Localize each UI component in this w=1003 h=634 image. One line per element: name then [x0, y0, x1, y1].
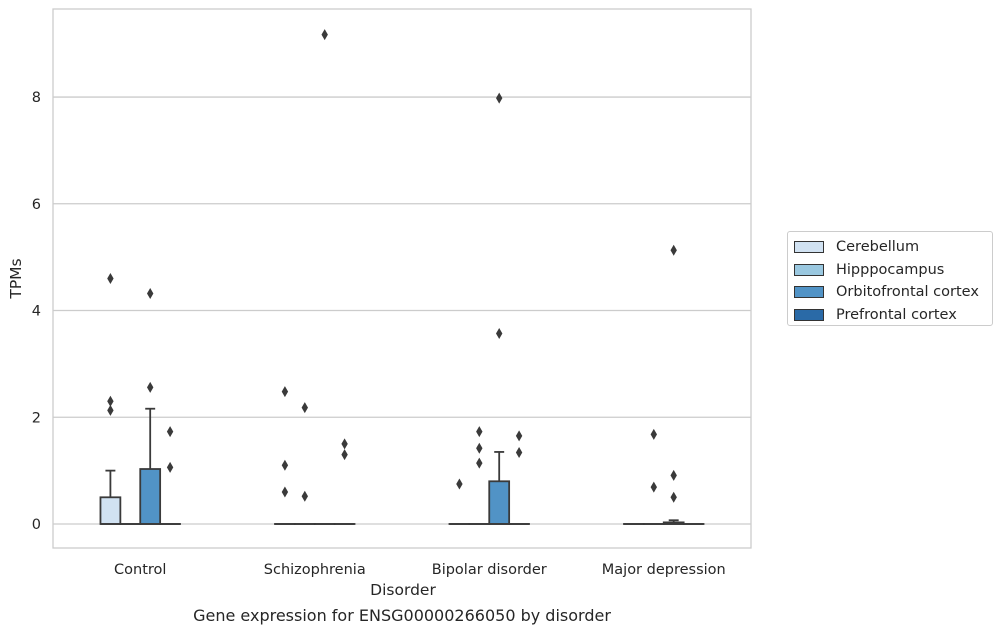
legend-item: Cerebellum: [794, 236, 992, 259]
y-tick-label: 4: [32, 304, 41, 320]
outlier-point: [281, 459, 289, 471]
outlier-point: [107, 273, 114, 284]
outlier-point: [476, 457, 483, 469]
box-body: [99, 496, 122, 525]
chart-legend: Cerebellum Hipppocampus Orbitofrontal cort…: [787, 231, 993, 326]
outlier-point: [476, 426, 483, 438]
legend-swatch: [794, 241, 824, 254]
outlier-point: [650, 481, 658, 493]
legend-label: Cerebellum: [836, 239, 920, 256]
x-tick-labels: Control Schizophrenia Bipolar disorder Majo…: [114, 562, 726, 578]
legend-label: Orbitofrontal cortex: [836, 284, 979, 301]
outlier-point: [456, 478, 463, 490]
outlier-points: [107, 29, 677, 503]
y-tick-label: 0: [32, 517, 41, 533]
legend-swatch: [794, 286, 824, 299]
box-body: [488, 480, 511, 525]
legend-label: Hipppocampus: [836, 261, 945, 278]
y-tick-label: 6: [32, 197, 41, 213]
legend-swatch: [794, 263, 824, 276]
y-tick-label: 8: [32, 90, 41, 106]
y-tick-labels: 0 2 4 6 8: [32, 90, 41, 533]
x-tick-label: Schizophrenia: [264, 562, 366, 578]
outlier-point: [321, 29, 328, 41]
outlier-point: [146, 287, 154, 299]
legend-item: Prefrontal cortex: [794, 304, 992, 327]
chart-caption: Gene expression for ENSG00000266050 by d…: [193, 606, 611, 625]
x-tick-label: Bipolar disorder: [432, 562, 547, 578]
outlier-point: [281, 386, 289, 398]
legend-item: Hipppocampus: [794, 259, 992, 282]
box-2-2: [488, 451, 511, 525]
outlier-point: [341, 438, 348, 450]
outlier-point: [281, 486, 289, 498]
y-axis-label: TPMs: [7, 258, 25, 299]
outlier-point: [650, 428, 658, 440]
legend-swatch: [794, 308, 824, 321]
outlier-point: [495, 327, 503, 339]
x-tick-label: Major depression: [602, 562, 726, 578]
outlier-point: [515, 446, 523, 458]
outlier-point: [515, 430, 523, 442]
x-axis-label: Disorder: [370, 581, 436, 599]
outlier-point: [107, 395, 114, 407]
box-body: [139, 468, 162, 525]
outlier-point: [495, 92, 503, 104]
y-tick-label: 2: [32, 410, 41, 426]
outlier-point: [301, 402, 309, 414]
box-2-3: [662, 519, 685, 525]
grid-lines: [53, 96, 751, 525]
x-tick-label: Control: [114, 562, 166, 578]
box-plots: [99, 407, 705, 525]
outlier-point: [341, 449, 348, 461]
outlier-point: [670, 469, 677, 481]
outlier-point: [670, 491, 677, 503]
plot-frame: [52, 8, 752, 549]
outlier-point: [301, 490, 309, 502]
outlier-point: [166, 426, 174, 438]
outlier-point: [146, 381, 154, 393]
box-0-0: [99, 469, 122, 525]
outlier-point: [476, 442, 483, 454]
legend-item: Orbitofrontal cortex: [794, 281, 992, 304]
outlier-point: [670, 244, 677, 256]
box-2-0: [139, 407, 162, 525]
outlier-point: [166, 461, 174, 473]
outlier-point: [107, 404, 114, 416]
legend-label: Prefrontal cortex: [836, 306, 957, 323]
